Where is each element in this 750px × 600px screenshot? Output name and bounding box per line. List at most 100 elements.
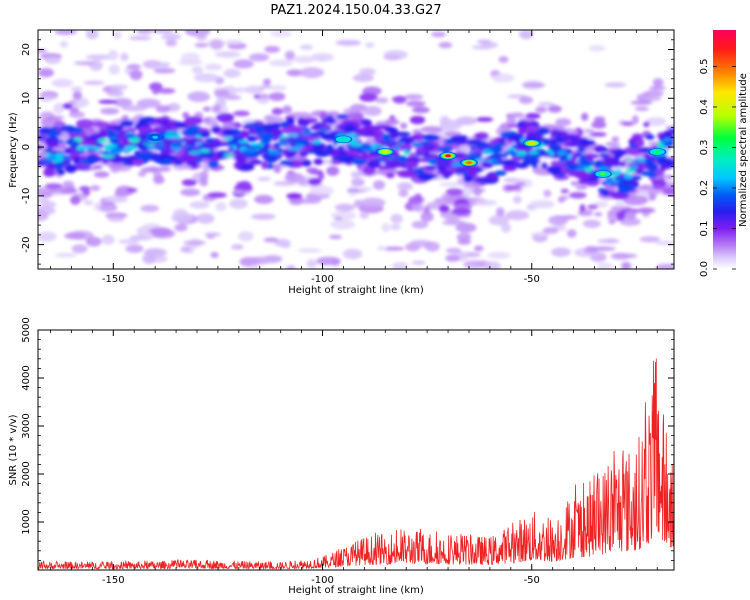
colorbar-tick-label: 0.0 [699,261,710,277]
heatmap-band-blob [550,160,564,166]
heatmap-noise-blob [137,171,147,177]
heatmap-ridge-blob [261,149,270,154]
heatmap-noise-blob [85,30,99,40]
heatmap-ridge-blob [606,179,612,185]
heatmap-noise-blob [248,264,260,269]
heatmap-noise-blob [566,229,577,238]
heatmap-noise-blob [530,232,550,237]
heatmap-noise-blob [38,68,54,78]
heatmap-ridge-blob [351,143,363,147]
heatmap-noise-blob [269,85,287,91]
heatmap-noise-blob [614,253,638,259]
heatmap-patch-blob [159,166,171,172]
heatmap-patch-blob [114,190,130,197]
spectrogram-ytick-label: 0 [21,144,32,150]
heatmap-patch-blob [579,204,586,213]
snr-ytick-label: 5000 [21,317,32,342]
heatmap-patch-blob [409,115,426,125]
heatmap-noise-blob [619,217,641,226]
heatmap-noise-blob [383,54,401,61]
heatmap-patch-blob [233,110,250,117]
heatmap-ridge-blob [658,146,666,149]
heatmap-patch-blob [651,179,667,188]
heatmap-peak-core [528,141,535,145]
heatmap-patch-blob [438,204,450,213]
heatmap-band-blob [399,144,413,150]
heatmap-noise-blob [189,201,210,209]
heatmap-patch-blob [199,178,208,187]
heatmap-band-blob [602,189,609,197]
heatmap-ridge-blob [386,156,395,160]
heatmap-noise-blob [483,261,501,269]
heatmap-patch-blob [271,107,284,116]
heatmap-patch-blob [54,121,66,127]
heatmap-ridge-blob [549,151,555,156]
heatmap-patch-blob [157,88,176,94]
heatmap-band-blob [360,119,372,125]
heatmap-band-blob [559,155,566,163]
snr-ytick-label: 3000 [21,413,32,438]
heatmap-band-blob [646,172,659,178]
heatmap-patch-blob [326,166,340,176]
heatmap-ridge-blob [224,136,233,141]
heatmap-band-blob [250,159,263,165]
heatmap-noise-blob [140,204,160,213]
heatmap-band-blob [422,134,441,141]
colorbar-tick-label: 0.5 [699,59,710,75]
heatmap-patch-blob [451,208,472,216]
heatmap-noise-blob [108,64,121,75]
heatmap-band-blob [301,159,312,167]
heatmap-noise-blob [594,212,603,217]
heatmap-band-blob [445,140,455,145]
heatmap-band-blob [463,175,474,183]
heatmap-noise-blob [655,240,674,246]
heatmap-band-blob [586,153,594,161]
heatmap-patch-blob [375,97,389,104]
heatmap-noise-blob [350,171,362,179]
heatmap-band-blob [381,133,391,142]
heatmap-band-blob [522,121,533,127]
heatmap-band-blob [555,133,562,140]
heatmap-noise-blob [204,63,223,71]
heatmap-band-blob [467,168,477,177]
heatmap-ridge-blob [238,140,249,144]
heatmap-noise-blob [187,91,211,102]
heatmap-noise-blob [38,210,49,222]
heatmap-band-blob [424,165,438,171]
heatmap-noise-blob [72,91,83,100]
heatmap-peak-core [382,150,389,154]
colorbar-ticks: 0.0 0.1 0.2 0.3 0.4 0.5 [699,59,736,277]
heatmap-ridge-blob [528,150,540,155]
spectrogram-frame [37,29,675,270]
heatmap-band-blob [223,130,239,135]
heatmap-band-blob [264,154,279,164]
heatmap-patch-blob [560,188,569,194]
heatmap-noise-blob [392,263,406,269]
heatmap-noise-blob [83,200,94,206]
heatmap-patch-blob [398,189,409,197]
heatmap-ridge-blob [596,162,605,166]
spectrogram-xtick-label: -50 [524,274,540,285]
heatmap-patch-blob [351,178,365,187]
heatmap-patch-blob [412,106,430,114]
heatmap-noise-blob [529,200,555,209]
heatmap-band-blob [546,165,562,174]
heatmap-patch-blob [652,185,665,190]
heatmap-band-blob [198,131,211,137]
heatmap-noise-blob [53,103,65,114]
heatmap-ridge-blob [101,154,115,159]
heatmap-band-blob [388,127,399,134]
heatmap-ridge-blob [227,147,235,152]
heatmap-band-blob [114,125,124,130]
heatmap-noise-blob [44,56,61,65]
heatmap-band-blob [363,130,375,137]
heatmap-band-blob [499,159,517,166]
heatmap-noise-blob [104,195,128,203]
heatmap-noise-blob [142,60,163,69]
heatmap-patch-blob [70,195,81,205]
heatmap-noise-blob [498,56,509,63]
heatmap-patch-blob [149,82,163,91]
heatmap-noise-blob [474,199,498,206]
heatmap-band-blob [138,116,157,123]
